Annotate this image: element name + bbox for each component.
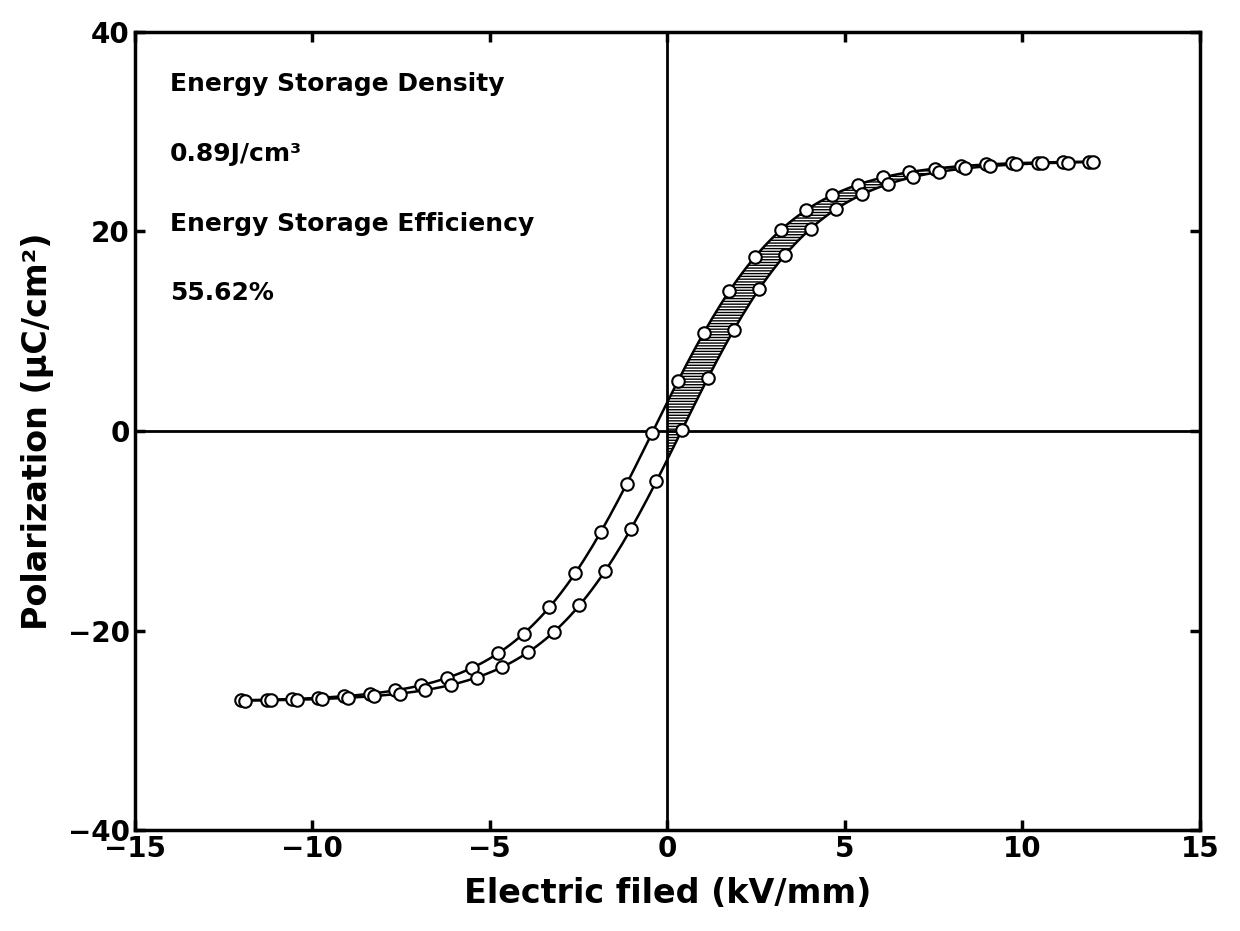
Text: 55.62%: 55.62% bbox=[170, 281, 274, 305]
X-axis label: Electric filed (kV/mm): Electric filed (kV/mm) bbox=[464, 877, 870, 911]
Text: 0.89J/cm³: 0.89J/cm³ bbox=[170, 142, 303, 166]
Y-axis label: Polarization (μC/cm²): Polarization (μC/cm²) bbox=[21, 233, 53, 630]
Text: Energy Storage Density: Energy Storage Density bbox=[170, 72, 505, 96]
Text: Energy Storage Efficiency: Energy Storage Efficiency bbox=[170, 211, 534, 236]
